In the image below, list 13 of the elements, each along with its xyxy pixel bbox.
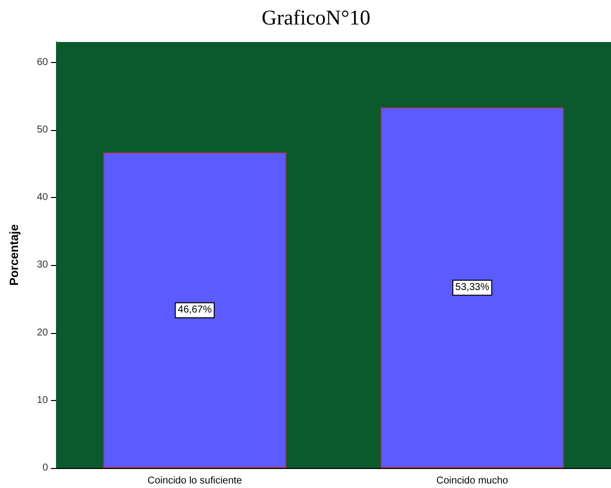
y-tick-label: 20 [36,327,48,338]
chart-title: GraficoN°10 [262,6,370,30]
x-tick-label: Coincido lo suficiente [148,476,242,486]
y-axis-title: Porcentaje [7,224,21,286]
y-tick-label: 50 [36,124,48,136]
y-tick-label: 60 [36,56,48,68]
y-tick-label: 0 [42,462,48,474]
y-tick-label: 10 [36,394,48,406]
data-label: 53,33% [455,282,490,294]
data-label: 46,67% [178,304,212,316]
y-tick-label: 40 [36,192,48,204]
x-tick-label: Coincido mucho [436,476,509,486]
y-tick-label: 30 [36,260,48,271]
